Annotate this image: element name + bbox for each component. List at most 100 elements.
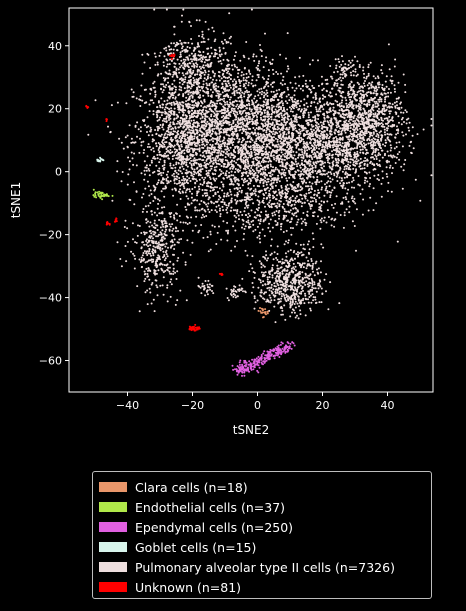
- data-point: [182, 175, 185, 178]
- data-point: [164, 112, 167, 115]
- data-point: [177, 130, 180, 133]
- data-point: [319, 121, 322, 124]
- data-point: [260, 118, 263, 121]
- data-point: [325, 221, 328, 224]
- data-point: [250, 167, 253, 169]
- data-point: [339, 127, 342, 130]
- data-point: [244, 180, 247, 183]
- data-point: [344, 187, 347, 190]
- data-point: [233, 138, 236, 141]
- data-point: [191, 123, 194, 126]
- data-point: [299, 200, 302, 203]
- data-point: [199, 130, 202, 133]
- data-point: [152, 113, 155, 116]
- data-point: [266, 95, 269, 97]
- data-point: [152, 200, 155, 202]
- data-point: [375, 135, 378, 138]
- data-point: [151, 140, 154, 143]
- data-point: [334, 157, 337, 160]
- data-point: [341, 142, 344, 145]
- data-point: [312, 161, 315, 164]
- data-point: [283, 91, 286, 93]
- data-point: [352, 161, 355, 164]
- data-point: [284, 185, 287, 188]
- data-point: [163, 120, 166, 123]
- data-point: [290, 118, 293, 120]
- data-point: [391, 167, 394, 169]
- data-point: [178, 145, 181, 148]
- data-point: [312, 238, 315, 240]
- data-point: [257, 132, 260, 135]
- data-point: [284, 152, 287, 155]
- data-point: [271, 144, 274, 147]
- data-point: [245, 158, 248, 161]
- data-point: [387, 43, 390, 46]
- data-point: [329, 133, 332, 136]
- data-point: [295, 163, 298, 166]
- data-point: [398, 158, 401, 161]
- data-point: [318, 137, 321, 140]
- data-point: [263, 119, 266, 122]
- data-point: [266, 115, 269, 118]
- data-point: [178, 85, 181, 88]
- data-point: [171, 133, 174, 136]
- data-point: [301, 129, 304, 132]
- data-point: [168, 134, 171, 137]
- data-point: [293, 203, 296, 206]
- data-point: [150, 161, 153, 164]
- data-point: [338, 147, 341, 150]
- data-point: [253, 192, 256, 195]
- data-point: [228, 123, 231, 126]
- data-point: [181, 165, 184, 168]
- data-point: [141, 53, 144, 56]
- data-point: [326, 172, 328, 175]
- data-point: [246, 131, 249, 134]
- data-point: [226, 80, 229, 83]
- data-point: [328, 140, 331, 143]
- data-point: [162, 136, 165, 139]
- data-point: [329, 180, 332, 183]
- data-point: [126, 183, 129, 186]
- data-point: [225, 89, 228, 92]
- data-point: [393, 101, 396, 104]
- data-point: [246, 119, 249, 122]
- data-point: [222, 177, 225, 180]
- data-point: [282, 75, 285, 78]
- data-point: [219, 207, 221, 210]
- data-point: [343, 168, 346, 171]
- data-point: [218, 79, 221, 82]
- data-point: [167, 128, 170, 131]
- data-point: [325, 102, 328, 105]
- data-point: [179, 198, 182, 200]
- data-point: [347, 94, 350, 97]
- data-point: [242, 73, 245, 76]
- data-point: [215, 162, 218, 165]
- data-point: [180, 86, 183, 89]
- data-point: [395, 156, 398, 159]
- data-point: [311, 200, 314, 203]
- data-point: [335, 151, 338, 153]
- data-point: [237, 152, 240, 155]
- data-point: [351, 195, 354, 198]
- data-point: [228, 188, 231, 191]
- data-point: [191, 96, 194, 99]
- data-point: [211, 121, 214, 124]
- data-point: [234, 151, 237, 154]
- data-point: [352, 74, 355, 77]
- data-point: [146, 131, 148, 133]
- data-point: [315, 200, 318, 203]
- data-point: [305, 185, 307, 188]
- data-point: [357, 138, 359, 141]
- data-point: [256, 176, 259, 179]
- data-point: [192, 159, 195, 162]
- data-point: [294, 116, 297, 119]
- data-point: [280, 93, 283, 96]
- data-point: [390, 75, 393, 78]
- data-point: [143, 160, 146, 163]
- data-point: [198, 147, 201, 150]
- data-point: [189, 134, 192, 137]
- data-point: [333, 71, 336, 74]
- data-point: [164, 86, 167, 89]
- data-point: [340, 83, 343, 86]
- data-point: [243, 92, 246, 95]
